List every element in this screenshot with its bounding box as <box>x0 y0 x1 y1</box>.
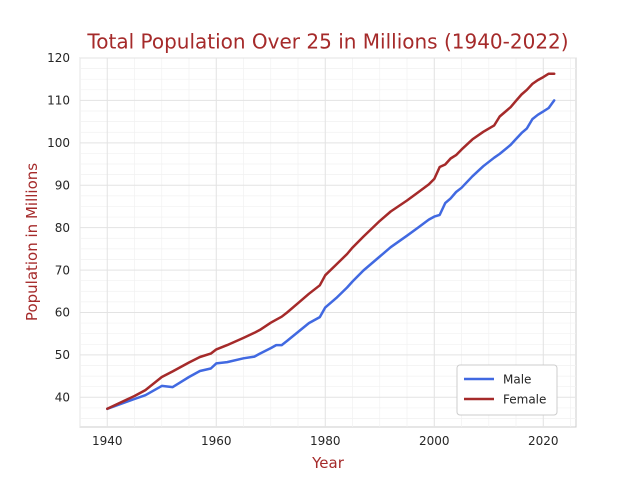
x-tick-label: 2020 <box>528 434 559 448</box>
y-tick-label: 120 <box>47 51 70 65</box>
y-axis-label: Population in Millions <box>23 163 41 321</box>
x-tick-labels: 1940 1960 1980 2000 2020 <box>92 434 559 448</box>
y-tick-label: 110 <box>47 94 70 108</box>
series-line-male <box>106 99 556 411</box>
x-tick-label: 1940 <box>92 434 123 448</box>
x-tick-label: 1980 <box>310 434 341 448</box>
legend-box <box>456 364 558 416</box>
legend-label-female: Female <box>503 393 546 407</box>
legend: Male Female <box>456 364 558 416</box>
x-tick-label: 1960 <box>201 434 232 448</box>
y-tick-label: 50 <box>55 348 70 362</box>
y-tick-label: 100 <box>47 136 70 150</box>
y-tick-label: 60 <box>55 306 70 320</box>
legend-label-male: Male <box>503 373 531 387</box>
x-tick-label: 2000 <box>419 434 450 448</box>
y-tick-label: 40 <box>55 391 70 405</box>
y-tick-label: 70 <box>55 263 70 277</box>
chart-title: Total Population Over 25 in Millions (19… <box>86 30 568 54</box>
series-lines <box>106 72 556 411</box>
y-tick-label: 80 <box>55 221 70 235</box>
series-line-female <box>106 72 556 411</box>
y-tick-labels: 40 50 60 70 80 90 100 110 120 <box>47 51 70 404</box>
y-tick-label: 90 <box>55 178 70 192</box>
x-axis-label: Year <box>311 454 345 472</box>
